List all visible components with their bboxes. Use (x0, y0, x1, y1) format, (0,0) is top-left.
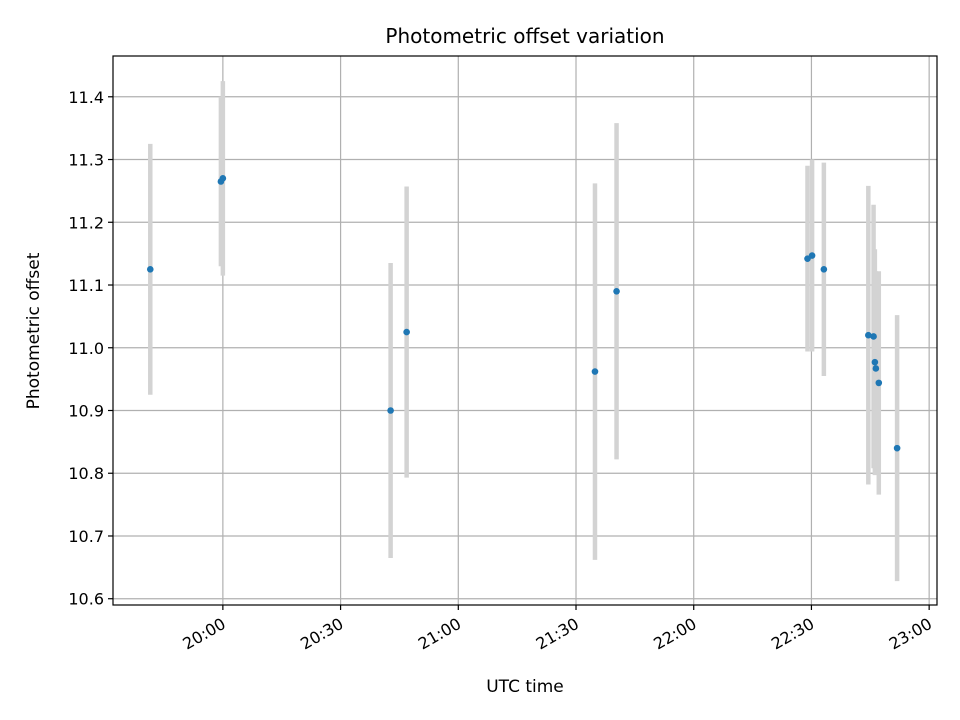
y-tick-label: 11.3 (68, 151, 104, 170)
axis-ticks: 20:00 20:30 21:00 21:30 22:00 22:30 23:00 10.6 1… (68, 88, 935, 654)
data-points (146, 175, 901, 452)
data-point (146, 266, 154, 273)
data-point (872, 365, 880, 372)
y-tick-label: 10.7 (68, 527, 104, 546)
y-tick-label: 10.9 (68, 401, 104, 420)
x-axis-label: UTC time (486, 677, 564, 697)
data-point (403, 328, 410, 336)
x-tick-label: 20:30 (297, 614, 346, 654)
x-tick-label: 20:00 (179, 614, 228, 654)
data-point (875, 379, 883, 387)
x-tick-label: 21:00 (415, 614, 464, 654)
x-tick-label: 23:00 (886, 614, 935, 654)
data-point (219, 175, 227, 182)
data-point (591, 368, 599, 375)
y-tick-label: 10.6 (68, 590, 104, 609)
data-point (387, 407, 394, 414)
plot-frame (112, 55, 938, 606)
data-point (870, 333, 877, 340)
y-tick-label: 11.2 (68, 213, 104, 232)
data-point (871, 358, 879, 366)
y-tick-label: 11.0 (68, 339, 104, 358)
y-tick-label: 11.4 (68, 88, 104, 107)
y-axis-label: Photometric offset (24, 252, 44, 409)
error-bars (148, 81, 900, 582)
chart-title: Photometric offset variation (385, 24, 664, 48)
data-point (820, 266, 828, 273)
data-point (893, 444, 901, 452)
x-tick-label: 22:30 (768, 614, 817, 654)
y-tick-label: 10.8 (68, 464, 104, 483)
data-point (865, 331, 872, 339)
data-point (808, 252, 816, 259)
x-tick-label: 21:30 (533, 614, 582, 654)
data-point (613, 287, 620, 295)
y-tick-label: 11.1 (68, 276, 104, 295)
x-tick-label: 22:00 (650, 614, 699, 654)
